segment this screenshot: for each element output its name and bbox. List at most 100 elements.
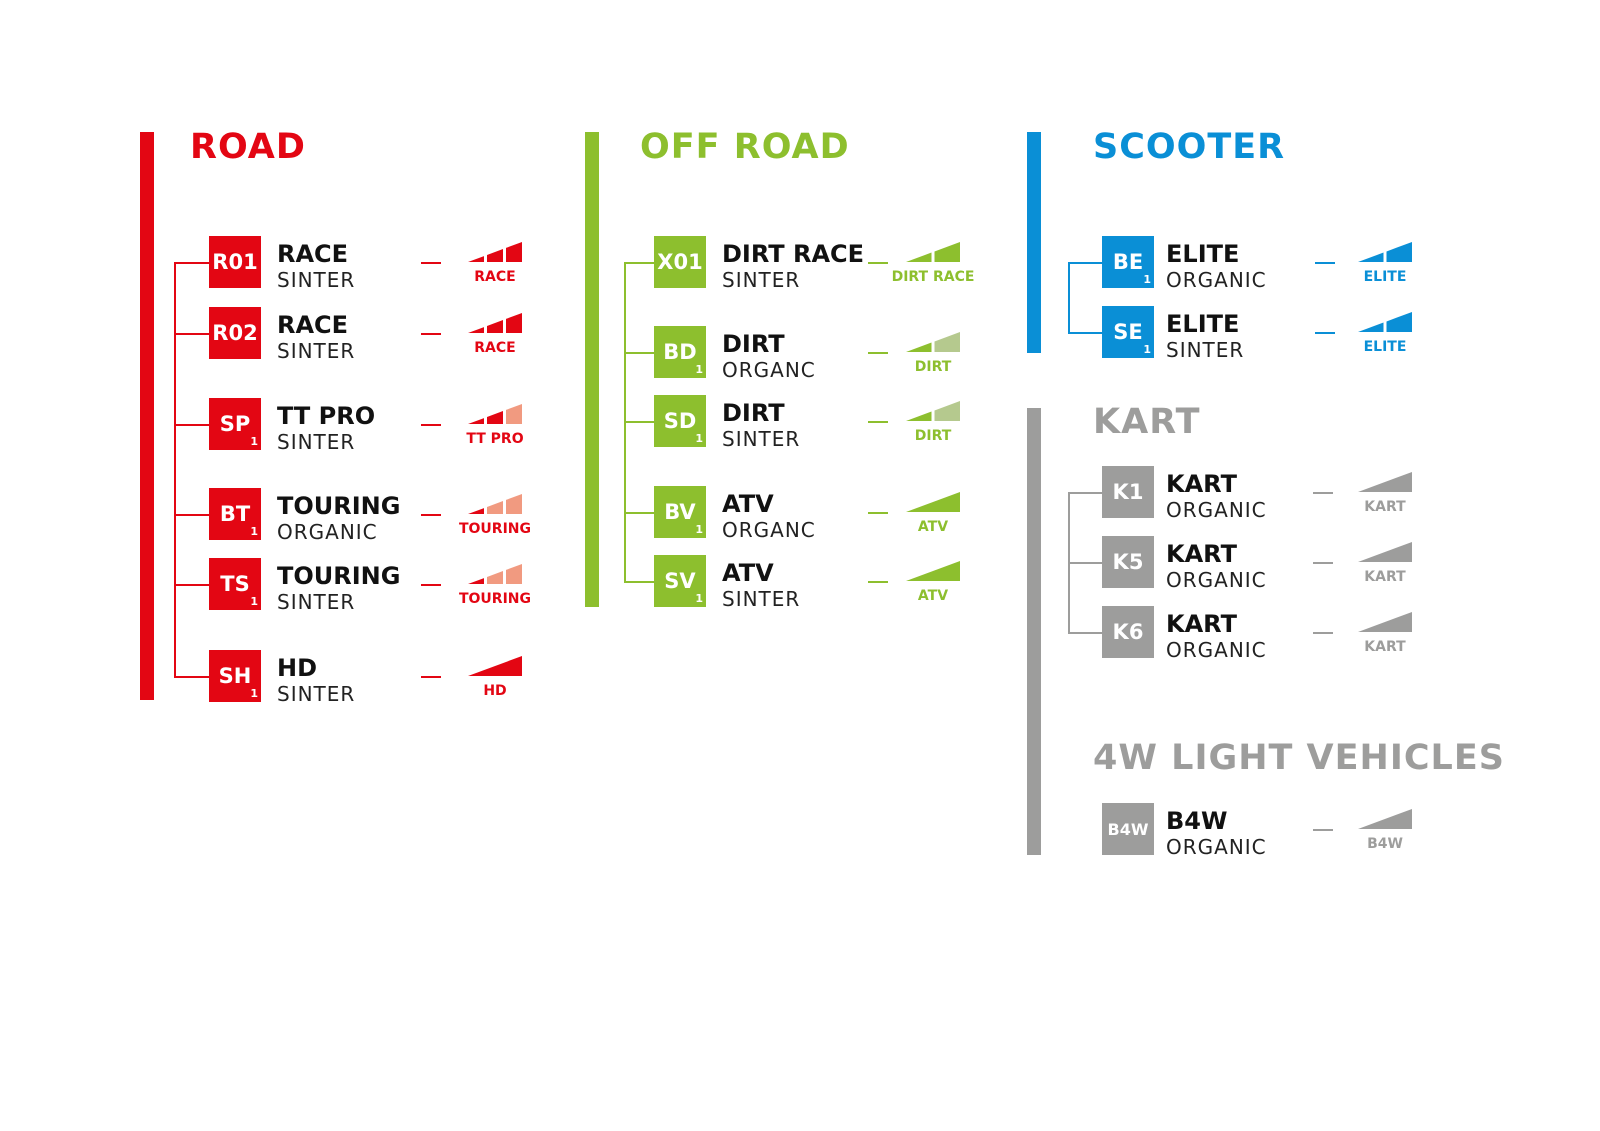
product-name: KART bbox=[1166, 470, 1237, 498]
product-code: TS bbox=[220, 572, 250, 596]
level-segment bbox=[468, 656, 522, 676]
product-code: R02 bbox=[212, 321, 258, 345]
product-code-badge[interactable]: BV 1 bbox=[654, 486, 706, 538]
product-code-badge[interactable]: BD 1 bbox=[654, 326, 706, 378]
product-code: K5 bbox=[1112, 550, 1144, 574]
level-segment bbox=[468, 578, 484, 584]
compound-type: ORGANIC bbox=[1166, 568, 1267, 592]
product-code: K6 bbox=[1112, 620, 1144, 644]
product-code-badge[interactable]: B4W bbox=[1102, 803, 1154, 855]
performance-level-icon bbox=[1358, 472, 1414, 492]
connector-branch bbox=[624, 262, 654, 264]
connector-branch bbox=[174, 676, 209, 678]
connector-branch bbox=[624, 421, 654, 423]
performance-level-label: TOURING bbox=[458, 591, 532, 607]
product-code-badge[interactable]: R01 bbox=[209, 236, 261, 288]
road-title: ROAD bbox=[190, 127, 306, 167]
product-code: BT bbox=[219, 502, 251, 526]
compound-type: ORGANC bbox=[722, 358, 816, 382]
product-name: TOURING bbox=[277, 492, 401, 520]
compound-type: ORGANIC bbox=[1166, 268, 1267, 292]
compound-type: SINTER bbox=[722, 268, 801, 292]
connector-branch bbox=[1068, 562, 1102, 564]
product-name: KART bbox=[1166, 540, 1237, 568]
level-segment bbox=[934, 242, 960, 262]
level-segment bbox=[906, 561, 960, 581]
product-code-suffix: 1 bbox=[250, 687, 258, 700]
product-name: ATV bbox=[722, 490, 774, 518]
performance-level-label: TOURING bbox=[458, 521, 532, 537]
compound-type: SINTER bbox=[277, 430, 356, 454]
product-code-badge[interactable]: K5 bbox=[1102, 536, 1154, 588]
product-code-suffix: 1 bbox=[695, 592, 703, 605]
connector-branch bbox=[1068, 632, 1102, 634]
performance-level-label: KART bbox=[1364, 569, 1406, 585]
product-code-suffix: 1 bbox=[695, 363, 703, 376]
product-code: SP bbox=[219, 412, 251, 436]
level-segment bbox=[1358, 252, 1384, 262]
product-code-badge[interactable]: BE 1 bbox=[1102, 236, 1154, 288]
connector-branch bbox=[174, 514, 209, 516]
performance-level-icon bbox=[1358, 542, 1414, 562]
light4w-title: 4W LIGHT VEHICLES bbox=[1093, 738, 1505, 778]
product-code-badge[interactable]: BT 1 bbox=[209, 488, 261, 540]
level-segment bbox=[487, 320, 503, 333]
leader-dash bbox=[868, 581, 888, 583]
product-code-badge[interactable]: SH 1 bbox=[209, 650, 261, 702]
performance-level-label: B4W bbox=[1367, 836, 1403, 852]
product-code-badge[interactable]: SV 1 bbox=[654, 555, 706, 607]
performance-level-icon bbox=[1358, 809, 1414, 829]
performance-level-icon bbox=[906, 332, 962, 352]
compound-type: ORGANIC bbox=[277, 520, 378, 544]
compound-type: SINTER bbox=[722, 587, 801, 611]
performance-level-label: TT PRO bbox=[466, 431, 524, 447]
leader-dash bbox=[868, 512, 888, 514]
compound-type: ORGANIC bbox=[1166, 638, 1267, 662]
connector-branch bbox=[174, 262, 209, 264]
product-name: DIRT bbox=[722, 330, 785, 358]
product-code-badge[interactable]: SD 1 bbox=[654, 395, 706, 447]
product-name: HD bbox=[277, 654, 318, 682]
level-segment bbox=[468, 327, 484, 333]
product-code: X01 bbox=[657, 250, 703, 274]
product-code-badge[interactable]: X01 bbox=[654, 236, 706, 288]
kart-section-bar bbox=[1027, 408, 1041, 855]
connector-branch bbox=[624, 581, 654, 583]
performance-level-label: ATV bbox=[917, 588, 949, 604]
performance-level-label: ELITE bbox=[1363, 339, 1407, 355]
performance-level-label: DIRT RACE bbox=[891, 269, 975, 285]
level-segment bbox=[487, 571, 503, 584]
performance-level-label: HD bbox=[483, 683, 507, 699]
leader-dash bbox=[868, 352, 888, 354]
connector-branch bbox=[1068, 492, 1102, 494]
connector-branch bbox=[174, 424, 209, 426]
level-segment bbox=[506, 313, 522, 333]
performance-level-label: DIRT bbox=[914, 359, 952, 375]
level-segment bbox=[506, 404, 522, 424]
road-section-bar bbox=[140, 132, 154, 700]
compound-type: ORGANC bbox=[722, 518, 816, 542]
scooter-title: SCOOTER bbox=[1093, 127, 1286, 167]
road-connector-line bbox=[174, 262, 176, 676]
product-code-badge[interactable]: K1 bbox=[1102, 466, 1154, 518]
product-code-suffix: 1 bbox=[250, 435, 258, 448]
product-code-badge[interactable]: K6 bbox=[1102, 606, 1154, 658]
leader-dash bbox=[421, 514, 441, 516]
performance-level-icon bbox=[468, 656, 524, 676]
leader-dash bbox=[868, 262, 888, 264]
product-code-badge[interactable]: R02 bbox=[209, 307, 261, 359]
leader-dash bbox=[1313, 829, 1333, 831]
level-segment bbox=[468, 418, 484, 424]
product-code: K1 bbox=[1112, 480, 1144, 504]
product-code-badge[interactable]: SP 1 bbox=[209, 398, 261, 450]
leader-dash bbox=[1313, 562, 1333, 564]
connector-branch bbox=[624, 352, 654, 354]
kart-title: KART bbox=[1093, 402, 1201, 442]
product-code-badge[interactable]: SE 1 bbox=[1102, 306, 1154, 358]
performance-level-icon bbox=[1358, 242, 1414, 262]
product-code-suffix: 1 bbox=[250, 595, 258, 608]
product-code-badge[interactable]: TS 1 bbox=[209, 558, 261, 610]
performance-level-label: ELITE bbox=[1363, 269, 1407, 285]
level-segment bbox=[906, 492, 960, 512]
